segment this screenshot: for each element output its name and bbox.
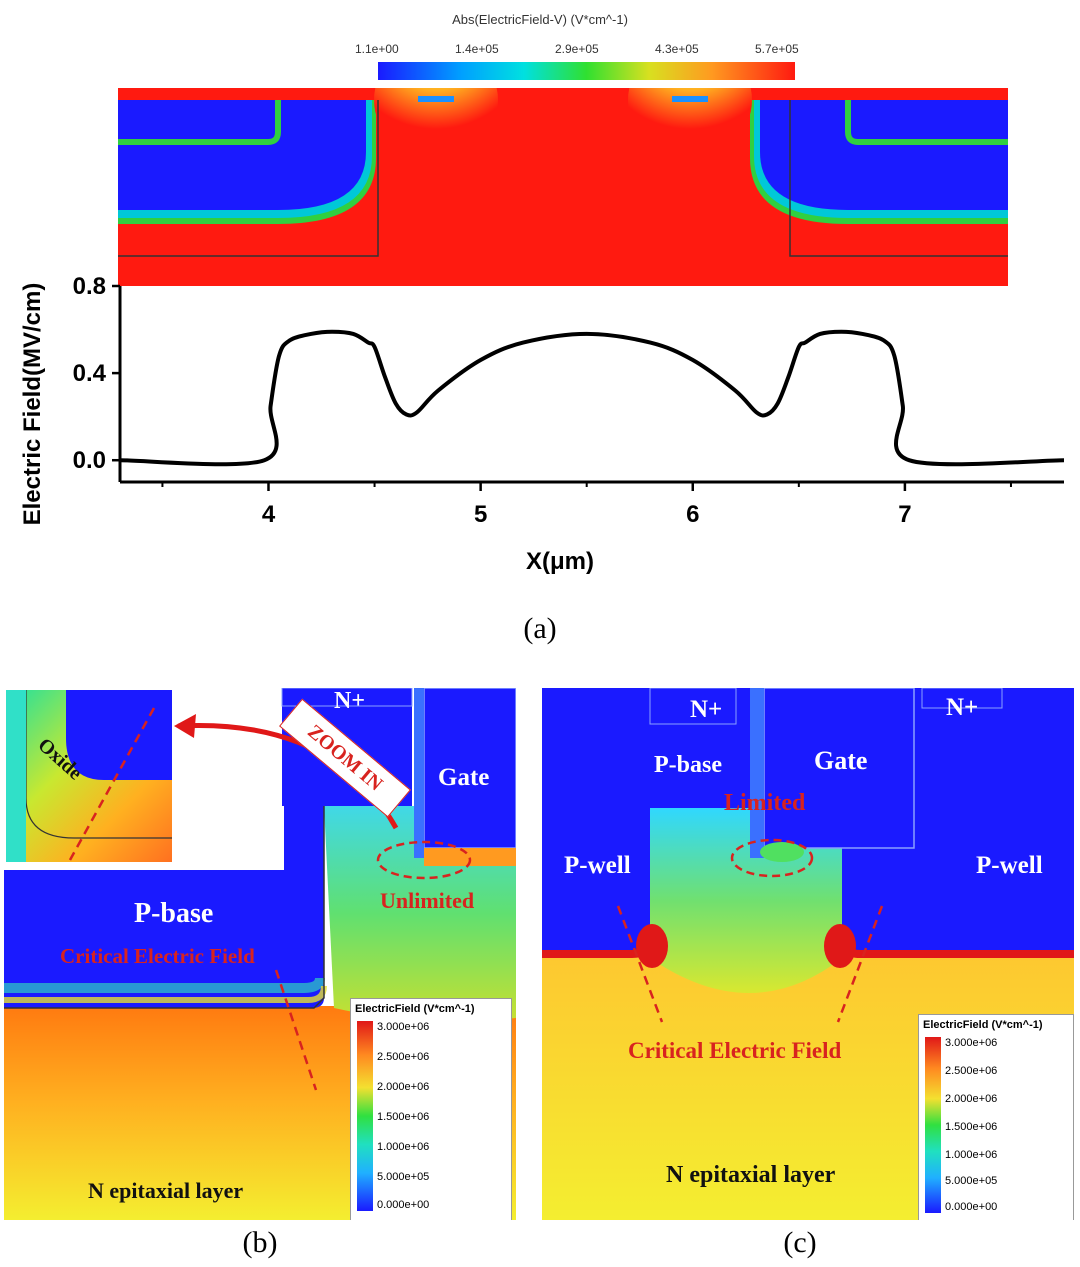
legend-tick: 2.500e+06 (945, 1065, 998, 1077)
label-p-base: P-base (134, 898, 214, 929)
y-axis-title: Electric Field(MV/cm) (19, 282, 46, 526)
legend-colorbar (925, 1037, 941, 1213)
y-axis-title-box: Electric Field(MV/cm) (8, 280, 58, 530)
legend-tick: 2.500e+06 (377, 1051, 430, 1063)
x-tick-label: 4 (262, 501, 276, 528)
field-map-a (118, 88, 1008, 286)
colorbar-tick: 1.1e+00 (355, 42, 399, 56)
label-n-plus-right: N+ (946, 694, 979, 721)
caption-c: (c) (783, 1226, 817, 1259)
legend-tick: 1.000e+06 (377, 1141, 430, 1153)
line-chart: 0.0 0.4 0.8 4 5 6 7 (73, 273, 1065, 528)
label-unlimited: Unlimited (380, 888, 475, 913)
label-p-well-right: P-well (976, 852, 1043, 879)
caption-b: (b) (242, 1226, 278, 1259)
legend-tick: 0.000e+00 (377, 1199, 430, 1211)
legend-tick: 5.000e+05 (377, 1171, 430, 1183)
legend-tick: 1.500e+06 (377, 1111, 430, 1123)
legend-title: ElectricField (V*cm^-1) (355, 1003, 475, 1015)
legend-tick: 1.500e+06 (945, 1121, 998, 1133)
legend-tick: 2.000e+06 (377, 1081, 430, 1093)
x-tick-label: 6 (686, 501, 699, 528)
colorbar-tick: 1.4e+05 (455, 42, 499, 56)
label-n-epi-b: N epitaxial layer (88, 1178, 244, 1203)
y-tick-label: 0.8 (73, 273, 106, 300)
chart-plot: 0.0 0.4 0.8 4 5 6 7 (73, 273, 1065, 528)
legend-tick: 1.000e+06 (945, 1149, 998, 1161)
series-line (119, 329, 1065, 467)
label-gate-c: Gate (814, 746, 868, 775)
x-axis-title: X(μm) (525, 548, 594, 575)
legend-tick: 3.000e+06 (377, 1021, 430, 1033)
label-p-well-left: P-well (564, 852, 631, 879)
colorbar-title: Abs(ElectricField-V) (V*cm^-1) (452, 12, 628, 27)
legend-tick: 0.000e+00 (945, 1201, 998, 1213)
colorbar-tick: 2.9e+05 (555, 42, 599, 56)
panel-b: N+ Gate P-base Oxide ZOOM IN Unlimited C… (4, 688, 516, 1220)
label-gate: Gate (438, 764, 490, 791)
label-limited: Limited (724, 790, 806, 816)
colorbar (378, 62, 795, 80)
x-tick-label: 5 (474, 501, 487, 528)
legend-tick: 2.000e+06 (945, 1093, 998, 1105)
colorbar-ticks: 1.1e+00 1.4e+05 2.9e+05 4.3e+05 5.7e+05 (355, 42, 825, 58)
label-p-base-c: P-base (654, 752, 722, 778)
legend-colorbar (357, 1021, 373, 1211)
legend-title: ElectricField (V*cm^-1) (923, 1019, 1043, 1031)
label-n-plus-left: N+ (690, 696, 723, 723)
label-critical-field-c: Critical Electric Field (628, 1038, 842, 1063)
label-n-epi-c: N epitaxial layer (666, 1162, 836, 1188)
x-tick-label: 7 (898, 501, 911, 528)
legend-tick: 3.000e+06 (945, 1037, 998, 1049)
legend-b: ElectricField (V*cm^-1) 3.000e+06 2.500e… (350, 998, 512, 1220)
label-critical-field-b: Critical Electric Field (60, 944, 255, 968)
colorbar-tick: 5.7e+05 (755, 42, 799, 56)
field-map-c (542, 688, 1074, 1220)
y-tick-label: 0.4 (73, 360, 107, 387)
legend-c: ElectricField (V*cm^-1) 3.000e+06 2.500e… (918, 1014, 1074, 1220)
panel-c: N+ N+ P-base Gate Limited P-well P-well … (542, 688, 1074, 1220)
colorbar-tick: 4.3e+05 (655, 42, 699, 56)
label-n-plus: N+ (334, 688, 366, 714)
legend-tick: 5.000e+05 (945, 1175, 998, 1187)
y-tick-label: 0.0 (73, 447, 106, 474)
caption-a: (a) (523, 612, 557, 645)
